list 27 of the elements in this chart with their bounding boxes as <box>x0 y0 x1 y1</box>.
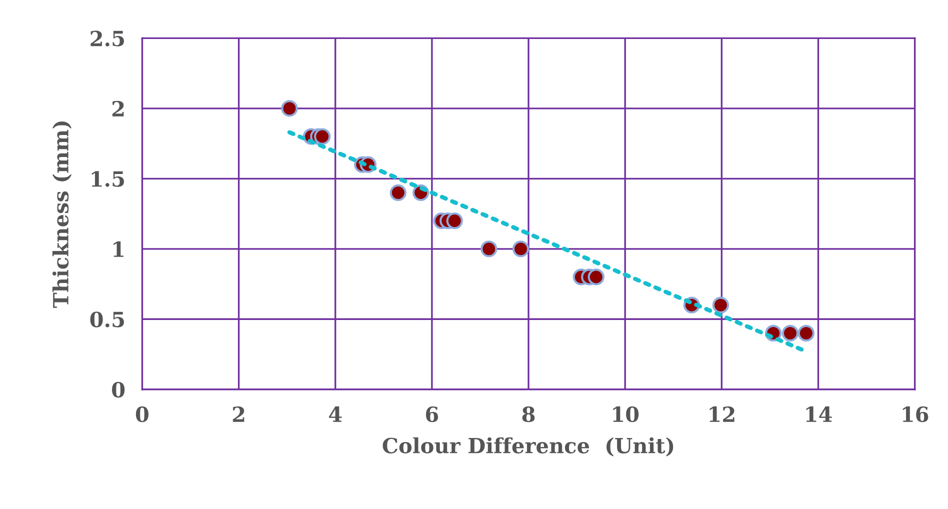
point <box>314 128 331 145</box>
x-tick-label: 2 <box>232 406 244 422</box>
point <box>782 324 799 342</box>
x-tick-label: 4 <box>328 406 342 422</box>
y-tick-label: 2 <box>112 100 124 116</box>
point <box>446 212 463 230</box>
x-tick-label: 0 <box>136 406 148 422</box>
x-axis-title: Colour Difference (Unit) <box>382 437 674 456</box>
x-tick-label: 14 <box>806 406 832 422</box>
x-tick-label: 8 <box>522 406 535 422</box>
y-tick-label: 0 <box>112 382 125 398</box>
point <box>390 184 406 202</box>
y-tick-label: 1 <box>114 241 124 257</box>
y-tick-label: 2.5 <box>90 30 124 46</box>
point <box>712 296 730 314</box>
point <box>480 240 498 258</box>
y-tick-label: 1.5 <box>92 171 124 187</box>
x-tick-label: 6 <box>426 406 438 422</box>
point <box>588 268 604 286</box>
x-tick-label: 12 <box>710 406 734 422</box>
point <box>281 100 298 117</box>
x-tick-label: 16 <box>902 406 928 422</box>
x-tick-label: 10 <box>613 406 639 422</box>
point <box>798 324 814 342</box>
y-axis-title: Thickness (mm) <box>52 121 72 308</box>
y-tick-label: 0.5 <box>90 312 124 328</box>
point <box>512 240 530 258</box>
